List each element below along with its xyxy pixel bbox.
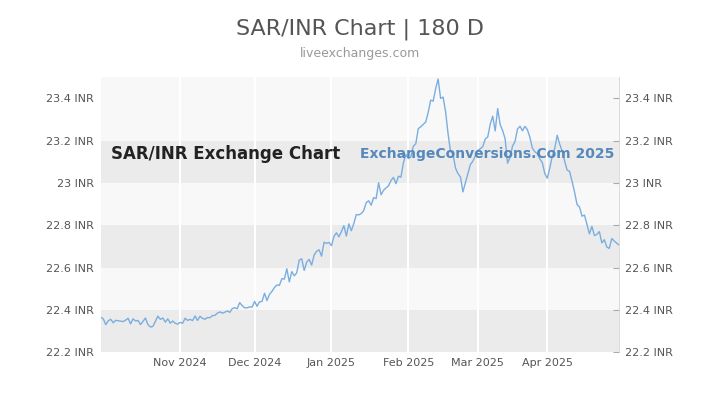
Text: liveexchanges.com: liveexchanges.com bbox=[300, 47, 420, 60]
Bar bbox=[101, 310, 619, 352]
Text: ExchangeConversions.Com 2025: ExchangeConversions.Com 2025 bbox=[360, 147, 614, 161]
Bar bbox=[101, 183, 619, 225]
Bar bbox=[101, 225, 619, 268]
Bar bbox=[101, 141, 619, 183]
Bar bbox=[101, 98, 619, 141]
Bar bbox=[101, 268, 619, 310]
Text: SAR/INR Exchange Chart: SAR/INR Exchange Chart bbox=[111, 145, 341, 163]
Text: SAR/INR Chart | 180 D: SAR/INR Chart | 180 D bbox=[236, 18, 484, 40]
